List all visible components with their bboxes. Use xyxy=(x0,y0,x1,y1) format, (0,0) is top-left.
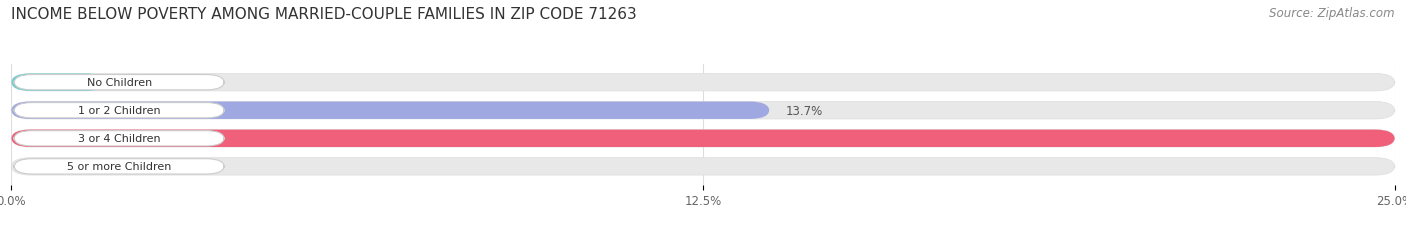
Text: INCOME BELOW POVERTY AMONG MARRIED-COUPLE FAMILIES IN ZIP CODE 71263: INCOME BELOW POVERTY AMONG MARRIED-COUPL… xyxy=(11,7,637,22)
Text: 5 or more Children: 5 or more Children xyxy=(67,162,172,172)
FancyBboxPatch shape xyxy=(11,74,105,91)
FancyBboxPatch shape xyxy=(11,130,1395,147)
FancyBboxPatch shape xyxy=(14,131,225,146)
Text: 1.7%: 1.7% xyxy=(122,76,152,89)
Text: 1 or 2 Children: 1 or 2 Children xyxy=(77,106,160,116)
Text: 3 or 4 Children: 3 or 4 Children xyxy=(77,134,160,144)
FancyBboxPatch shape xyxy=(14,103,225,119)
FancyBboxPatch shape xyxy=(14,159,225,174)
Text: 0.0%: 0.0% xyxy=(28,160,58,173)
FancyBboxPatch shape xyxy=(14,75,225,91)
Text: 13.7%: 13.7% xyxy=(786,104,824,117)
FancyBboxPatch shape xyxy=(11,158,1395,175)
FancyBboxPatch shape xyxy=(11,102,1395,119)
Text: No Children: No Children xyxy=(87,78,152,88)
FancyBboxPatch shape xyxy=(11,102,769,119)
Text: Source: ZipAtlas.com: Source: ZipAtlas.com xyxy=(1270,7,1395,20)
FancyBboxPatch shape xyxy=(11,130,1395,147)
FancyBboxPatch shape xyxy=(11,74,1395,91)
